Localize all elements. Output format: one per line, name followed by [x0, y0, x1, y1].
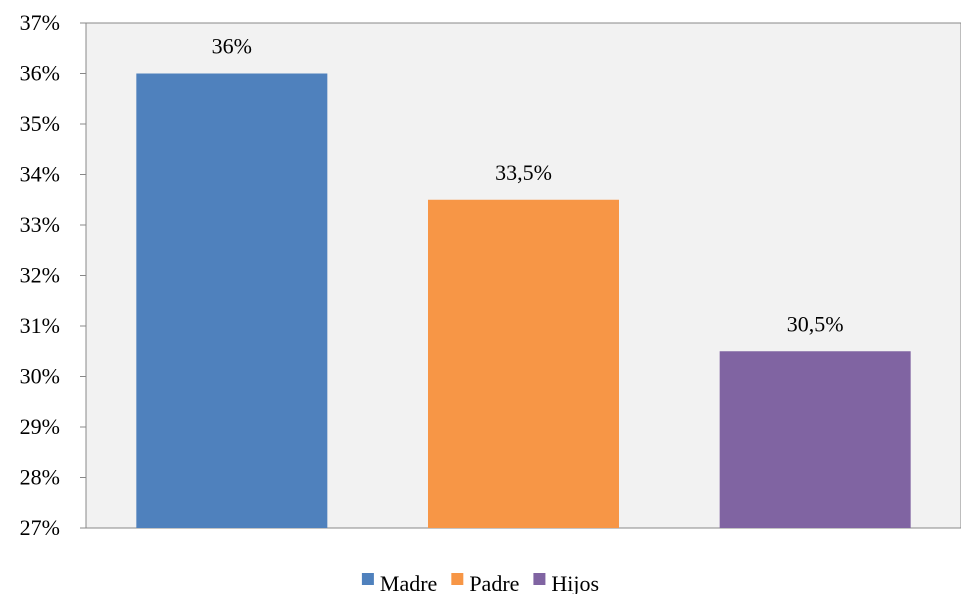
legend-label-hijos: Hijos	[551, 571, 599, 594]
bar-hijos	[719, 351, 911, 528]
legend-swatch-padre	[451, 573, 464, 585]
legend-swatch-hijos	[533, 573, 546, 585]
y-tick-label: 27%	[20, 515, 60, 540]
y-tick-label: 29%	[20, 414, 60, 439]
data-label-hijos: 30,5%	[787, 311, 844, 336]
y-tick-label: 36%	[20, 61, 60, 86]
legend-label-madre: Madre	[380, 571, 437, 594]
y-tick-label: 33%	[20, 212, 60, 237]
legend-label-padre: Padre	[469, 571, 519, 594]
data-label-padre: 33,5%	[495, 160, 552, 185]
data-labels: 36% 33,5% 30,5%	[212, 34, 844, 337]
y-axis: 27% 28% 29% 30% 31% 32% 33% 34% 35% 36% 37%	[20, 10, 86, 540]
y-tick-label: 37%	[20, 10, 60, 35]
y-tick-label: 30%	[20, 364, 60, 389]
legend: Madre Padre Hijos	[361, 571, 599, 594]
y-tick-label: 32%	[20, 263, 60, 288]
y-tick-label: 28%	[20, 465, 60, 490]
y-tick-label: 31%	[20, 313, 60, 338]
bar-madre	[136, 73, 328, 528]
data-label-madre: 36%	[212, 34, 252, 59]
y-tick-label: 34%	[20, 162, 60, 187]
y-tick-label: 35%	[20, 111, 60, 136]
legend-swatch-madre	[361, 573, 374, 585]
bar-padre	[428, 199, 619, 528]
bars	[136, 73, 911, 528]
